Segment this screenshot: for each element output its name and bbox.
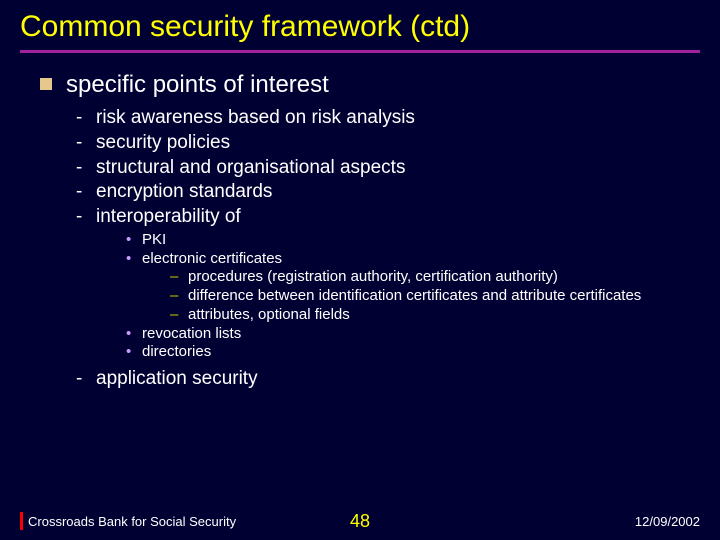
bullet-level2: -security policies <box>76 132 700 155</box>
bullet-level2: -interoperability of <box>76 206 700 229</box>
slide: Common security framework (ctd) specific… <box>0 0 720 540</box>
level2-text: security policies <box>96 132 230 155</box>
bullet-level2: -risk awareness based on risk analysis <box>76 107 700 130</box>
endash-bullet-icon: – <box>170 287 184 306</box>
dash-bullet-icon: - <box>76 157 90 180</box>
bullet-level3: •directories <box>126 343 700 362</box>
dot-bullet-icon: • <box>126 343 138 362</box>
dot-bullet-icon: • <box>126 325 138 344</box>
footer-bar-icon <box>20 512 23 530</box>
bullet-level4: –difference between identification certi… <box>170 287 700 306</box>
dash-list: -risk awareness based on risk analysis-s… <box>20 107 700 229</box>
slide-title: Common security framework (ctd) <box>20 10 700 44</box>
dash-bullet-icon: - <box>76 181 90 204</box>
bullet-level4: –procedures (registration authority, cer… <box>170 268 700 287</box>
level4-text: procedures (registration authority, cert… <box>188 268 558 287</box>
level2-text: encryption standards <box>96 181 272 204</box>
bullet-level3: •PKI <box>126 231 700 250</box>
level1-text: specific points of interest <box>66 71 329 99</box>
footer-org: Crossroads Bank for Social Security <box>28 514 236 529</box>
dash-bullet-icon: - <box>76 107 90 130</box>
dash-bullet-icon: - <box>76 132 90 155</box>
level2-text: risk awareness based on risk analysis <box>96 107 415 130</box>
dot-bullet-icon: • <box>126 250 138 269</box>
level3-text: electronic certificates <box>142 250 282 269</box>
bullet-level2: -structural and organisational aspects <box>76 157 700 180</box>
footer-left: Crossroads Bank for Social Security <box>20 512 236 530</box>
bullet-level1: specific points of interest <box>40 71 700 99</box>
footer: Crossroads Bank for Social Security 48 1… <box>0 512 720 530</box>
dash-bullet-icon: - <box>76 206 90 229</box>
level4-text: attributes, optional fields <box>188 306 350 325</box>
dot-list-a: •PKI•electronic certificates <box>20 231 700 269</box>
dot-list-b: •revocation lists•directories <box>20 325 700 363</box>
level3-text: revocation lists <box>142 325 241 344</box>
bullet-level3: •revocation lists <box>126 325 700 344</box>
dot-bullet-icon: • <box>126 231 138 250</box>
bullet-level4: –attributes, optional fields <box>170 306 700 325</box>
level3-text: PKI <box>142 231 166 250</box>
level3-text: directories <box>142 343 211 362</box>
endash-list: –procedures (registration authority, cer… <box>20 268 700 324</box>
level4-text: difference between identification certif… <box>188 287 641 306</box>
level2-text: structural and organisational aspects <box>96 157 405 180</box>
dash-bullet-icon: - <box>76 368 90 391</box>
title-underline <box>20 50 700 53</box>
bullet-level3: •electronic certificates <box>126 250 700 269</box>
bullet-level2: -encryption standards <box>76 181 700 204</box>
square-bullet-icon <box>40 78 52 90</box>
level2-text: application security <box>96 368 258 391</box>
slide-number: 48 <box>350 511 370 532</box>
level2-text: interoperability of <box>96 206 241 229</box>
endash-bullet-icon: – <box>170 268 184 287</box>
endash-bullet-icon: – <box>170 306 184 325</box>
bullet-level2-last: - application security <box>76 368 700 391</box>
footer-date: 12/09/2002 <box>635 514 700 529</box>
